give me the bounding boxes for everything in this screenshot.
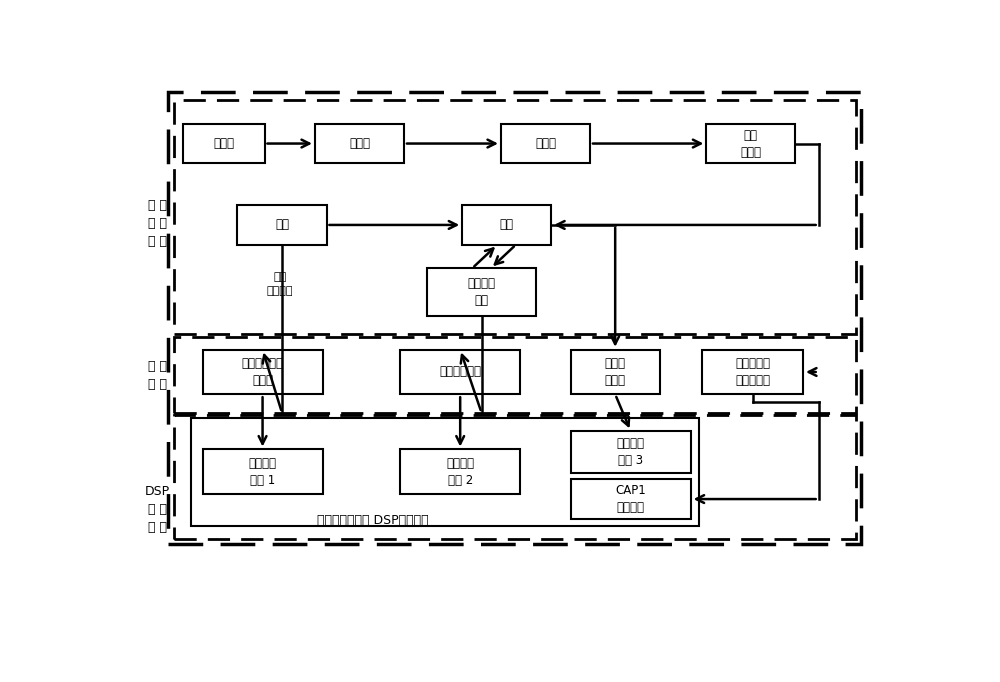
Bar — [706, 124, 795, 163]
Bar — [400, 449, 520, 494]
Text: 负荷: 负荷 — [275, 218, 289, 231]
Text: 隔离驱
动单元: 隔离驱 动单元 — [605, 357, 626, 387]
Bar — [174, 100, 856, 334]
Bar — [571, 350, 660, 394]
Text: 电网电压频
率相位检测: 电网电压频 率相位检测 — [735, 357, 770, 387]
Bar — [191, 418, 698, 526]
Text: 风力机: 风力机 — [213, 137, 234, 150]
Text: 电网: 电网 — [500, 218, 514, 231]
Text: 模数转换
模块 2: 模数转换 模块 2 — [446, 457, 474, 487]
Text: 负荷
电压电流: 负荷 电压电流 — [267, 272, 293, 295]
Text: 带分岔控制器的 DSP控制单元: 带分岔控制器的 DSP控制单元 — [317, 514, 429, 527]
Bar — [202, 350, 323, 394]
Text: 发电机: 发电机 — [535, 137, 556, 150]
Bar — [315, 124, 404, 163]
Bar — [400, 350, 520, 394]
Bar — [237, 205, 326, 245]
Text: 接 口
电 路: 接 口 电 路 — [148, 360, 167, 391]
Bar — [462, 205, 551, 245]
Text: 电压、电流采
样单元: 电压、电流采 样单元 — [242, 357, 284, 387]
Text: 无功补偿
装置: 无功补偿 装置 — [468, 277, 496, 307]
Text: 电流采样单元: 电流采样单元 — [439, 366, 481, 379]
Bar — [202, 449, 323, 494]
Bar — [702, 350, 803, 394]
Text: CAP1
接口单元: CAP1 接口单元 — [615, 484, 646, 514]
Text: 模数转换
模块 1: 模数转换 模块 1 — [249, 457, 277, 487]
Bar — [183, 124, 264, 163]
Bar — [174, 336, 856, 413]
Bar — [571, 431, 691, 473]
Text: 模数转换
模块 3: 模数转换 模块 3 — [617, 437, 645, 467]
Text: 并网
控制器: 并网 控制器 — [740, 128, 761, 158]
Text: DSP
控 制
单 元: DSP 控 制 单 元 — [145, 486, 170, 534]
Bar — [168, 92, 861, 544]
Bar — [571, 479, 691, 519]
Bar — [174, 415, 856, 539]
Bar — [501, 124, 590, 163]
Bar — [427, 268, 536, 316]
Text: 齿轮箱: 齿轮箱 — [349, 137, 370, 150]
Text: 风 力
发 电
系 统: 风 力 发 电 系 统 — [148, 199, 167, 248]
